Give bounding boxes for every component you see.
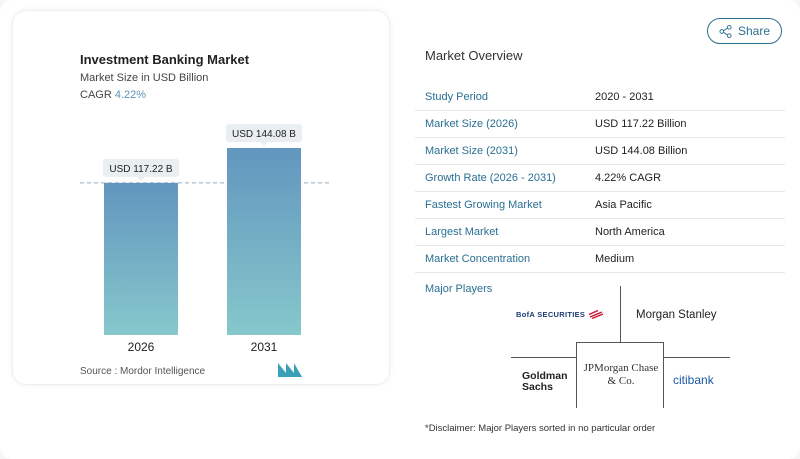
player-goldman-sachs: Goldman Sachs bbox=[522, 370, 568, 393]
bar-2026 bbox=[104, 182, 178, 335]
mordor-logo bbox=[278, 363, 302, 377]
share-icon bbox=[719, 24, 732, 38]
row-key: Fastest Growing Market bbox=[425, 199, 542, 211]
cagr: CAGR 4.22% bbox=[80, 89, 146, 101]
bar-chart: USD 117.22 B 2026 USD 144.08 B 2031 bbox=[80, 124, 330, 354]
data-label-bg bbox=[226, 124, 302, 142]
data-label: USD 117.22 B bbox=[109, 164, 173, 175]
major-players-label: Major Players bbox=[425, 283, 493, 295]
divider bbox=[511, 357, 576, 358]
chart-subtitle: Market Size in USD Billion bbox=[80, 72, 209, 84]
overview-row: Study Period 2020 - 2031 bbox=[415, 84, 785, 111]
row-key: Market Size (2026) bbox=[425, 118, 518, 130]
player-citibank: citibank bbox=[673, 373, 714, 387]
overview-title: Market Overview bbox=[425, 48, 523, 63]
share-button[interactable]: Share bbox=[707, 18, 782, 44]
overview-row: Market Size (2031) USD 144.08 Billion bbox=[415, 138, 785, 165]
overview-row: Growth Rate (2026 - 2031) 4.22% CAGR bbox=[415, 165, 785, 192]
overview-row: Fastest Growing Market Asia Pacific bbox=[415, 192, 785, 219]
data-label-bg bbox=[103, 158, 179, 177]
divider bbox=[664, 357, 730, 358]
row-value: 4.22% CAGR bbox=[595, 172, 662, 184]
overview-row: Market Concentration Medium bbox=[415, 246, 785, 273]
x-tick-label: 2026 bbox=[128, 340, 155, 354]
chart-card bbox=[12, 10, 390, 385]
row-key: Study Period bbox=[425, 91, 488, 103]
data-label-pointer bbox=[260, 142, 268, 146]
row-value: 2020 - 2031 bbox=[595, 91, 654, 103]
bar-2031 bbox=[227, 148, 301, 335]
row-value: USD 117.22 Billion bbox=[595, 118, 687, 130]
row-value: USD 144.08 Billion bbox=[595, 145, 688, 157]
featured-player-box bbox=[576, 342, 664, 408]
row-key: Largest Market bbox=[425, 226, 499, 238]
data-label-pointer bbox=[137, 176, 145, 181]
player-morgan-stanley: Morgan Stanley bbox=[636, 309, 717, 321]
overview-row: Largest Market North America bbox=[415, 219, 785, 246]
row-key: Growth Rate (2026 - 2031) bbox=[425, 172, 556, 184]
data-label: USD 144.08 B bbox=[232, 129, 296, 140]
player-jpmorgan: JPMorgan Chase & Co. bbox=[583, 362, 659, 387]
cagr-label: CAGR bbox=[80, 89, 112, 101]
cagr-value: 4.22% bbox=[114, 89, 147, 101]
bofa-flag-icon bbox=[588, 310, 604, 319]
player-bofa-logo: BofA SECURITIES bbox=[516, 310, 604, 319]
share-label: Share bbox=[737, 24, 771, 38]
divider bbox=[620, 286, 621, 342]
row-value: Medium bbox=[595, 253, 635, 265]
overview-row: Market Size (2026) USD 117.22 Billion bbox=[415, 111, 785, 138]
row-key: Market Concentration bbox=[425, 253, 531, 265]
chart-title: Investment Banking Market bbox=[80, 52, 250, 67]
row-value: Asia Pacific bbox=[595, 199, 652, 211]
row-key: Market Size (2031) bbox=[425, 145, 518, 157]
disclaimer: *Disclaimer: Major Players sorted in no … bbox=[425, 423, 656, 434]
source: Source : Mordor Intelligence bbox=[80, 366, 206, 377]
row-value: North America bbox=[595, 226, 665, 238]
player-bofa: BofA SECURITIES bbox=[516, 310, 586, 319]
x-tick-label: 2031 bbox=[251, 340, 278, 354]
